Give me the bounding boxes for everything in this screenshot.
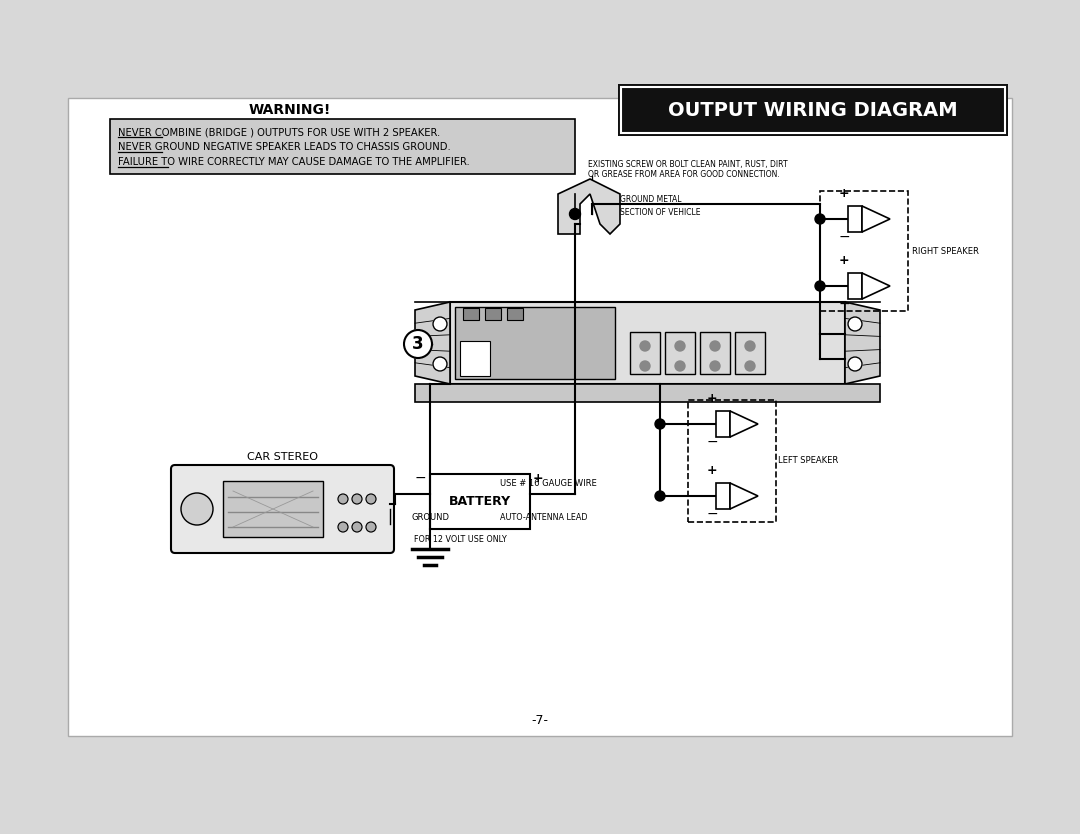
Bar (507, 308, 523, 320)
Circle shape (366, 494, 376, 504)
Circle shape (181, 493, 213, 525)
Circle shape (654, 491, 665, 501)
Circle shape (338, 494, 348, 504)
Text: +: + (839, 187, 849, 200)
Circle shape (675, 341, 685, 351)
Polygon shape (845, 302, 880, 384)
Polygon shape (730, 483, 758, 509)
Circle shape (815, 214, 825, 224)
Circle shape (745, 361, 755, 371)
Text: CAR STEREO: CAR STEREO (247, 452, 318, 462)
Bar (716, 411, 730, 437)
Bar (110, 119, 575, 174)
Circle shape (675, 361, 685, 371)
Text: +: + (706, 392, 717, 405)
Circle shape (640, 361, 650, 371)
Bar (848, 273, 862, 299)
Circle shape (848, 357, 862, 371)
Bar (716, 483, 730, 509)
Circle shape (338, 522, 348, 532)
Circle shape (366, 522, 376, 532)
Circle shape (815, 281, 825, 291)
Text: GROUND: GROUND (411, 513, 449, 522)
Bar (848, 206, 862, 232)
Text: FOR 12 VOLT USE ONLY: FOR 12 VOLT USE ONLY (414, 535, 507, 544)
Bar (450, 302, 845, 384)
Polygon shape (862, 273, 890, 299)
Text: 3: 3 (413, 335, 423, 353)
Circle shape (352, 494, 362, 504)
Text: +: + (706, 464, 717, 477)
Text: RIGHT SPEAKER: RIGHT SPEAKER (912, 247, 978, 255)
Circle shape (710, 361, 720, 371)
Polygon shape (862, 206, 890, 232)
Polygon shape (730, 411, 758, 437)
Text: AUTO-ANTENNA LEAD: AUTO-ANTENNA LEAD (500, 514, 588, 522)
Circle shape (404, 330, 432, 358)
Text: LEFT SPEAKER: LEFT SPEAKER (778, 455, 838, 465)
Text: −: − (838, 230, 850, 244)
Text: NEVER COMBINE (BRIDGE ) OUTPUTS FOR USE WITH 2 SPEAKER.: NEVER COMBINE (BRIDGE ) OUTPUTS FOR USE … (118, 127, 441, 137)
Bar (222, 481, 323, 537)
Text: -7-: -7- (531, 715, 549, 727)
Circle shape (640, 341, 650, 351)
Bar (415, 384, 880, 402)
Bar (618, 84, 1008, 136)
Bar (463, 308, 480, 320)
Circle shape (654, 419, 665, 429)
Text: WARNING!: WARNING! (248, 103, 332, 117)
Polygon shape (415, 302, 450, 384)
Text: NEVER GROUND NEGATIVE SPEAKER LEADS TO CHASSIS GROUND.: NEVER GROUND NEGATIVE SPEAKER LEADS TO C… (118, 142, 450, 152)
Bar (485, 308, 501, 320)
Circle shape (848, 317, 862, 331)
Text: OR GREASE FROM AREA FOR GOOD CONNECTION.: OR GREASE FROM AREA FOR GOOD CONNECTION. (588, 169, 780, 178)
Text: BATTERY: BATTERY (449, 495, 511, 508)
Text: GROUND METAL
SECTION OF VEHICLE: GROUND METAL SECTION OF VEHICLE (620, 195, 701, 217)
Bar (665, 332, 696, 374)
Bar (630, 332, 660, 374)
Bar (735, 332, 765, 374)
Text: EXISTING SCREW OR BOLT CLEAN PAINT, RUST, DIRT: EXISTING SCREW OR BOLT CLEAN PAINT, RUST… (588, 159, 787, 168)
Text: −: − (706, 435, 718, 449)
Circle shape (433, 357, 447, 371)
Bar (455, 307, 615, 379)
Polygon shape (558, 179, 620, 234)
Text: +: + (839, 254, 849, 267)
Text: +: + (532, 472, 543, 485)
Circle shape (352, 522, 362, 532)
Text: −: − (415, 471, 426, 485)
Text: −: − (838, 297, 850, 311)
Bar (430, 474, 530, 529)
Bar (688, 400, 777, 522)
Circle shape (710, 341, 720, 351)
Bar (820, 191, 908, 311)
Text: OUTPUT WIRING DIAGRAM: OUTPUT WIRING DIAGRAM (669, 101, 958, 119)
Text: FAILURE TO WIRE CORRECTLY MAY CAUSE DAMAGE TO THE AMPLIFIER.: FAILURE TO WIRE CORRECTLY MAY CAUSE DAMA… (118, 157, 470, 167)
Circle shape (745, 341, 755, 351)
Bar (460, 341, 490, 376)
FancyBboxPatch shape (171, 465, 394, 553)
Circle shape (433, 317, 447, 331)
Text: USE # 16 GAUGE WIRE: USE # 16 GAUGE WIRE (500, 479, 597, 488)
Bar (68, 98, 1012, 736)
Text: −: − (706, 507, 718, 521)
Circle shape (569, 208, 581, 219)
Bar (700, 332, 730, 374)
Bar (621, 87, 1005, 133)
